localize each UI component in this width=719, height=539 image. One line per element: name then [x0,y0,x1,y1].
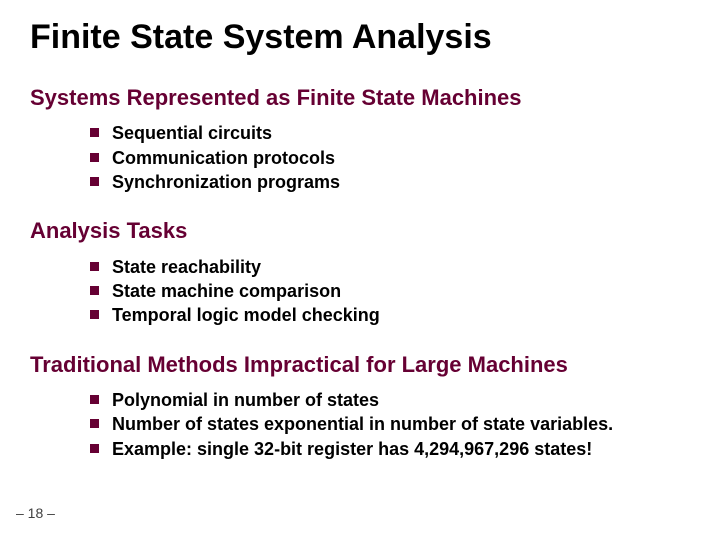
list-item: Communication protocols [30,146,689,170]
list-item: Synchronization programs [30,170,689,194]
list-item: Temporal logic model checking [30,303,689,327]
bullet-list: Sequential circuits Communication protoc… [30,121,689,194]
section-heading: Systems Represented as Finite State Mach… [30,85,689,111]
list-item: Example: single 32-bit register has 4,29… [30,437,689,461]
list-item: State machine comparison [30,279,689,303]
bullet-list: State reachability State machine compari… [30,255,689,328]
bullet-list: Polynomial in number of states Number of… [30,388,689,461]
slide: Finite State System Analysis Systems Rep… [0,0,719,539]
page-number: – 18 – [16,505,55,521]
section-2: Analysis Tasks State reachability State … [30,218,689,327]
slide-title: Finite State System Analysis [30,18,689,57]
section-1: Systems Represented as Finite State Mach… [30,85,689,194]
section-heading: Traditional Methods Impractical for Larg… [30,352,689,378]
list-item: Number of states exponential in number o… [30,412,689,436]
section-heading: Analysis Tasks [30,218,689,244]
list-item: Sequential circuits [30,121,689,145]
list-item: State reachability [30,255,689,279]
list-item: Polynomial in number of states [30,388,689,412]
section-3: Traditional Methods Impractical for Larg… [30,352,689,461]
